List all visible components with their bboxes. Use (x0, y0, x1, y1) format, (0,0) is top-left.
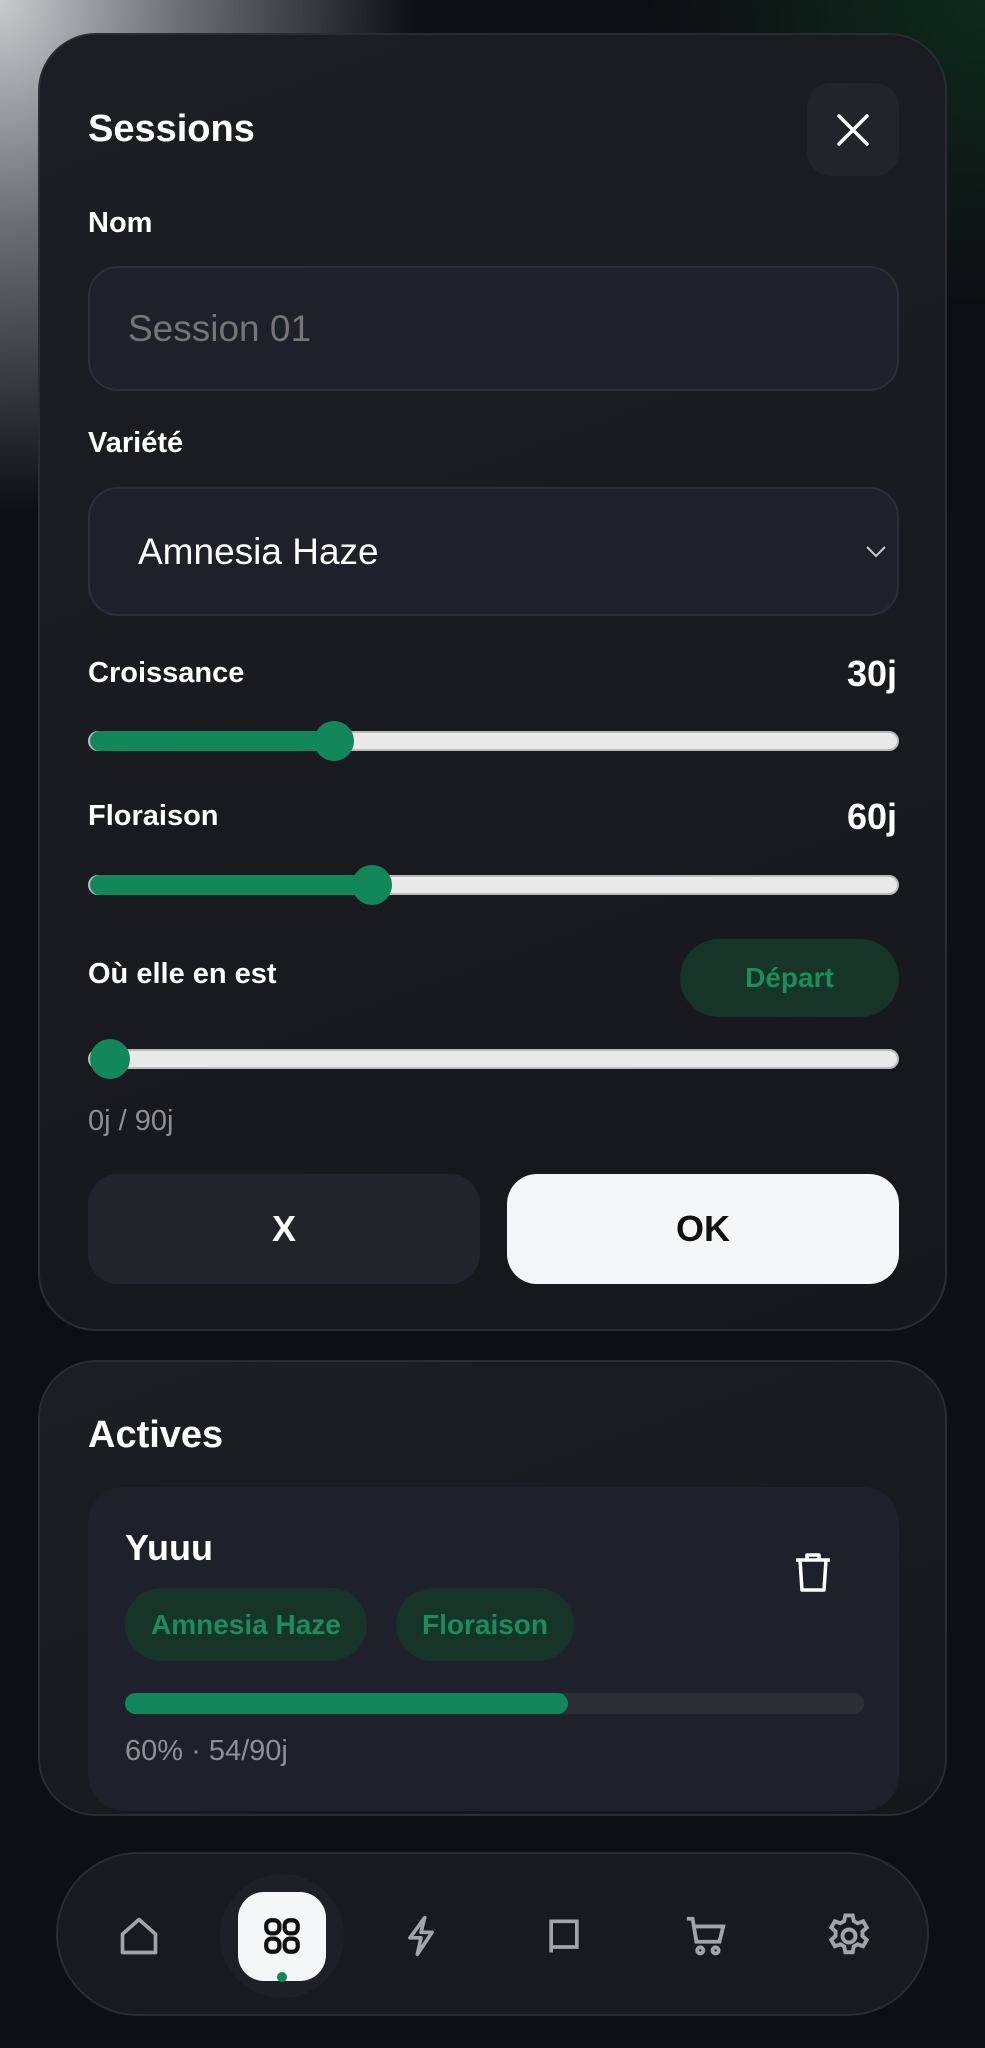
trash-icon[interactable] (791, 1550, 835, 1594)
page-title: Sessions (88, 108, 255, 150)
cart-icon (686, 1916, 726, 1956)
close-button[interactable] (807, 83, 899, 176)
bolt-icon (408, 1915, 434, 1957)
session-form-card: Sessions Nom Variété Amnesia Haze Croiss… (38, 33, 947, 1331)
home-icon (120, 1917, 158, 1955)
growth-fill (90, 731, 334, 751)
phase-chip: Floraison (396, 1588, 575, 1661)
nav-book[interactable] (534, 1906, 594, 1966)
nav-bolt[interactable] (391, 1906, 451, 1966)
session-progress-bar (125, 1693, 864, 1714)
actives-title: Actives (88, 1414, 224, 1456)
flower-thumb[interactable] (352, 865, 393, 905)
active-tab-bg (238, 1892, 326, 1981)
variety-chip: Amnesia Haze (125, 1588, 367, 1661)
growth-thumb[interactable] (313, 721, 354, 761)
book-icon (549, 1919, 579, 1953)
name-input[interactable] (88, 266, 899, 391)
progress-slider[interactable] (88, 1039, 899, 1079)
flower-label: Floraison (88, 800, 219, 832)
variety-label: Variété (88, 427, 184, 459)
progress-readout: 0j / 90j (88, 1105, 174, 1137)
growth-slider[interactable] (88, 721, 899, 761)
growth-value: 30j (846, 653, 897, 694)
flower-slider[interactable] (88, 865, 899, 905)
start-button[interactable]: Départ (680, 939, 899, 1017)
close-icon (837, 113, 869, 146)
variety-select[interactable]: Amnesia Haze (88, 487, 899, 616)
active-dot (277, 1972, 287, 1982)
grid-icon (264, 1918, 300, 1954)
flower-value: 60j (846, 796, 897, 837)
flower-fill (90, 875, 373, 895)
variety-value: Amnesia Haze (138, 530, 379, 572)
name-label: Nom (88, 207, 153, 239)
progress-thumb[interactable] (90, 1039, 130, 1079)
session-item[interactable]: Yuuu Amnesia Haze Floraison 60% · 54/90j (88, 1487, 899, 1811)
nav-grid[interactable] (252, 1906, 312, 1966)
ok-button[interactable]: OK (507, 1174, 899, 1284)
bottom-nav (56, 1852, 929, 2016)
progress-label: Où elle en est (88, 958, 277, 990)
nav-home[interactable] (109, 1906, 169, 1966)
nav-settings[interactable] (819, 1906, 879, 1966)
cancel-button[interactable]: X (88, 1174, 480, 1284)
session-progress-text: 60% · 54/90j (125, 1735, 288, 1767)
session-name: Yuuu (125, 1527, 213, 1568)
nav-cart[interactable] (676, 1906, 736, 1966)
gear-icon (828, 1913, 870, 1955)
growth-label: Croissance (88, 657, 245, 689)
chevron-down-icon (866, 545, 886, 557)
actives-card: Actives Yuuu Amnesia Haze Floraison 60% … (38, 1360, 947, 1816)
session-progress-fill (125, 1693, 569, 1714)
